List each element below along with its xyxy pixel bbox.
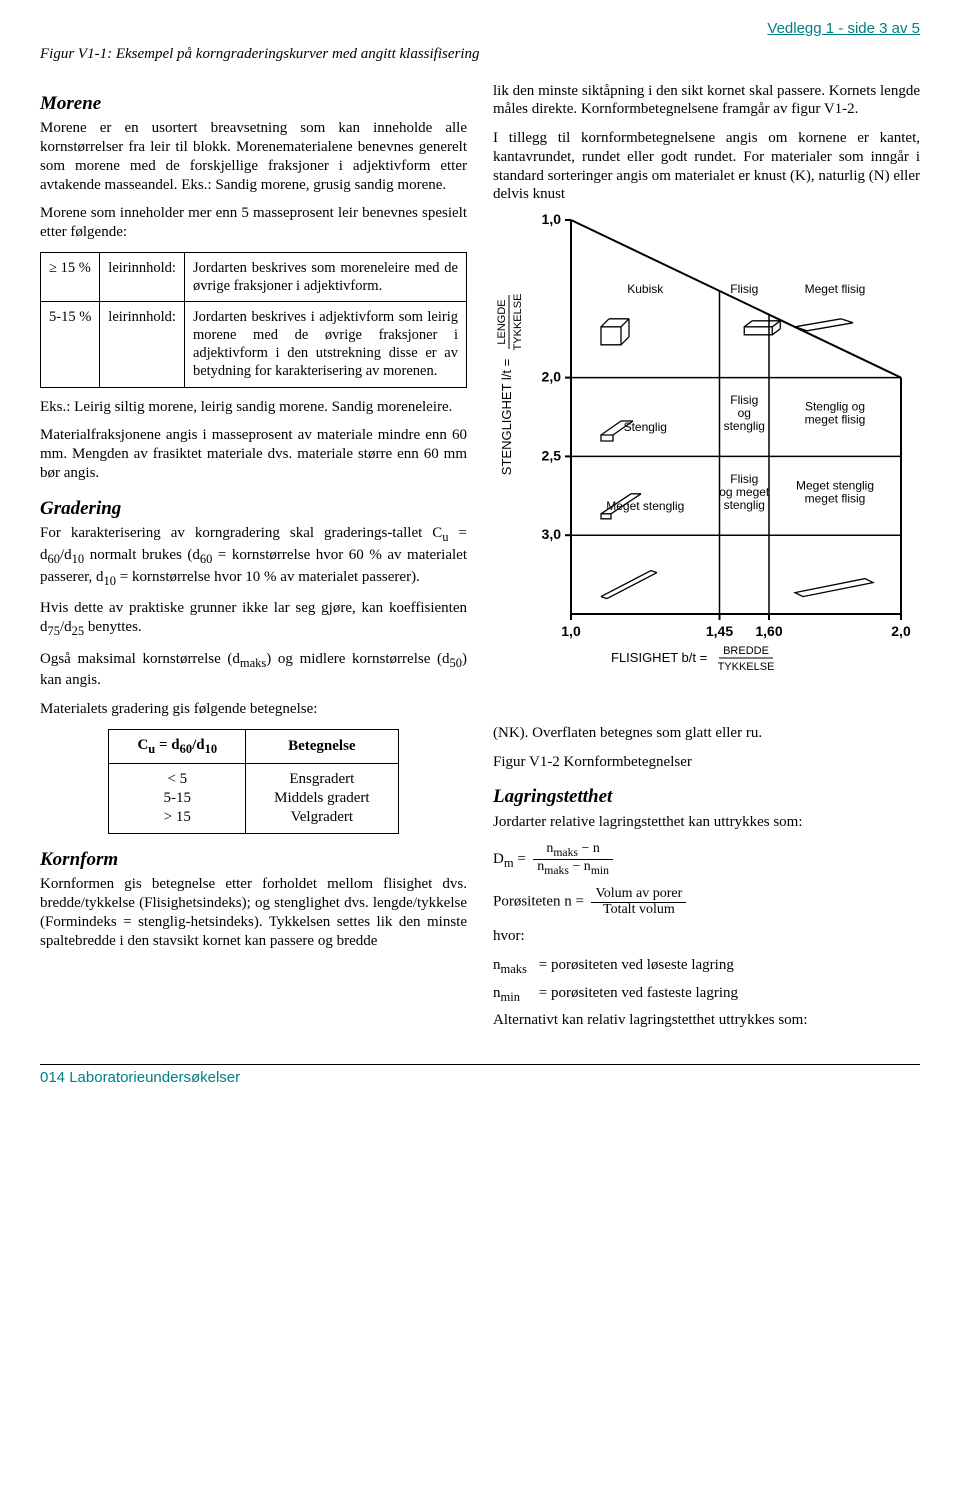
gradering-p3: Også maksimal kornstørrelse (dmaks) og m…	[40, 650, 467, 690]
svg-text:1,60: 1,60	[755, 623, 782, 639]
hvor-label: hvor:	[493, 927, 920, 946]
right-column: lik den minste siktåpning i den sikt kor…	[493, 78, 920, 1040]
lagring-p1: Jordarter relative lagringstetthet kan u…	[493, 813, 920, 832]
leir-label: leirinnhold:	[100, 252, 185, 301]
formula-porosity: Porøsiteten n = Volum av porer Totalt vo…	[493, 887, 920, 917]
formula-dm: Dm = nmaks − n nmaks − nmin	[493, 842, 920, 877]
morene-p3: Eks.: Leirig siltig morene, leirig sandi…	[40, 398, 467, 417]
leir-table: ≥ 15 % leirinnhold: Jordarten beskrives …	[40, 252, 467, 388]
section-morene-title: Morene	[40, 92, 467, 116]
svg-text:Meget stenglig: Meget stenglig	[606, 499, 684, 513]
section-kornform-title: Kornform	[40, 848, 467, 872]
lagring-alt: Alternativt kan relativ lagringstetthet …	[493, 1011, 920, 1030]
svg-text:1,0: 1,0	[542, 214, 562, 227]
svg-text:2,5: 2,5	[542, 447, 562, 463]
morene-p1: Morene er en usortert breavsetning som k…	[40, 119, 467, 194]
leir-desc: Jordarten beskrives som moreneleire med …	[184, 252, 466, 301]
morene-p4: Materialfraksjonene angis i masseprosent…	[40, 426, 467, 482]
svg-text:LENGDE: LENGDE	[496, 299, 508, 344]
svg-text:meget flisig: meget flisig	[805, 491, 866, 505]
table-row: 5-15 % leirinnhold: Jordarten beskrives …	[41, 302, 467, 388]
leir-pct: ≥ 15 %	[41, 252, 100, 301]
page-header: Vedlegg 1 - side 3 av 5	[40, 20, 920, 39]
def-nmaks: nmaks = porøsiteten ved løseste lagring	[493, 956, 920, 978]
svg-text:stenglig: stenglig	[724, 498, 765, 512]
gradering-p1: For karakterisering av korngradering ska…	[40, 524, 467, 589]
morene-p2: Morene som inneholder mer enn 5 massepro…	[40, 204, 467, 242]
svg-text:Meget stenglig: Meget stenglig	[796, 478, 874, 492]
leir-pct: 5-15 %	[41, 302, 100, 388]
svg-text:og meget: og meget	[719, 485, 770, 499]
svg-text:3,0: 3,0	[542, 526, 562, 542]
grad-names: Ensgradert Middels gradert Velgradert	[246, 764, 398, 833]
svg-text:og: og	[738, 406, 751, 420]
leir-label: leirinnhold:	[100, 302, 185, 388]
page-footer: 014 Laboratorieundersøkelser	[40, 1064, 920, 1088]
grad-head-cu: Cu = d60/d10	[109, 729, 246, 764]
grad-values: < 5 5-15 > 15	[109, 764, 246, 833]
gradering-table: Cu = d60/d10 Betegnelse < 5 5-15 > 15 En…	[108, 729, 398, 834]
kornform-diagram: KubiskFlisigMeget flisigStengligFlisigog…	[493, 214, 920, 720]
svg-text:Kubisk: Kubisk	[627, 282, 664, 296]
grad-head-bet: Betegnelse	[246, 729, 398, 764]
svg-text:Flisig: Flisig	[730, 472, 758, 486]
gradering-p4: Materialets gradering gis følgende beteg…	[40, 700, 467, 719]
svg-text:Stenglig: Stenglig	[624, 420, 667, 434]
svg-text:Flisig: Flisig	[730, 393, 758, 407]
left-column: Morene Morene er en usortert breavsetnin…	[40, 78, 467, 1040]
table-row: Cu = d60/d10 Betegnelse	[109, 729, 398, 764]
svg-text:meget flisig: meget flisig	[805, 413, 866, 427]
table-row: < 5 5-15 > 15 Ensgradert Middels gradert…	[109, 764, 398, 833]
svg-text:1,0: 1,0	[561, 623, 581, 639]
svg-text:stenglig: stenglig	[724, 419, 765, 433]
def-nmin: nmin = porøsiteten ved fasteste lagring	[493, 984, 920, 1006]
svg-text:TYKKELSE: TYKKELSE	[512, 294, 524, 351]
right-top-p1: lik den minste siktåpning i den sikt kor…	[493, 82, 920, 120]
svg-text:BREDDE: BREDDE	[723, 645, 769, 657]
svg-text:2,0: 2,0	[891, 623, 911, 639]
svg-text:1,45: 1,45	[706, 623, 733, 639]
figure-v1-2-caption: Figur V1-2 Kornformbetegnelser	[493, 753, 920, 772]
svg-text:Meget flisig: Meget flisig	[805, 282, 866, 296]
table-row: ≥ 15 % leirinnhold: Jordarten beskrives …	[41, 252, 467, 301]
svg-text:FLISIGHET b/t =: FLISIGHET b/t =	[611, 650, 707, 665]
kornform-p1: Kornformen gis betegnelse etter forholde…	[40, 875, 467, 950]
section-gradering-title: Gradering	[40, 497, 467, 521]
gradering-p2: Hvis dette av praktiske grunner ikke lar…	[40, 599, 467, 639]
svg-text:Stenglig og: Stenglig og	[805, 400, 865, 414]
section-lagring-title: Lagringstetthet	[493, 785, 920, 809]
svg-text:STENGLIGHET l/t =: STENGLIGHET l/t =	[499, 359, 514, 475]
right-top-p2: I tillegg til kornformbetegnelsene angis…	[493, 129, 920, 204]
svg-text:TYKKELSE: TYKKELSE	[718, 661, 775, 673]
svg-text:Flisig: Flisig	[730, 282, 758, 296]
figure-v1-1-caption: Figur V1-1: Eksempel på korngraderingsku…	[40, 45, 920, 64]
svg-text:2,0: 2,0	[542, 369, 562, 385]
leir-desc: Jordarten beskrives i adjektivform som l…	[184, 302, 466, 388]
after-chart-p: (NK). Overflaten betegnes som glatt elle…	[493, 724, 920, 743]
